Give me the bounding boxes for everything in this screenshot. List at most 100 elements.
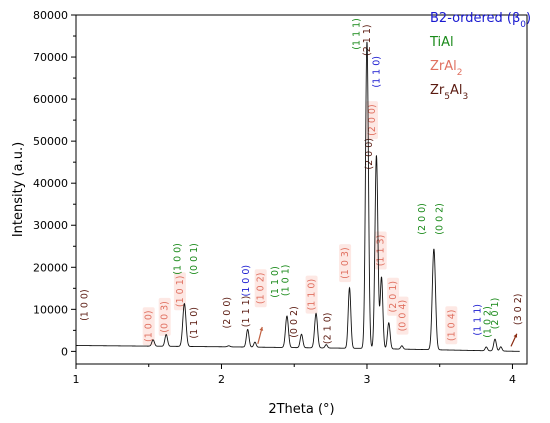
axes: 1 2 3 4 0 10000 20000 30000 40000 50000 60000 70000… [33, 9, 528, 386]
peak-label-group: (0 0 1) [189, 243, 200, 275]
peak-label-group: (2 0 1) [490, 298, 501, 330]
y-tick-label: 40000 [33, 177, 68, 190]
peak-label-group: (1 1 0) [305, 275, 318, 314]
peak-label-group: (0 0 4) [396, 296, 409, 335]
peak-label-group: (1 0 1) [173, 272, 186, 311]
x-axis-title: 2Theta (°) [268, 402, 334, 417]
arrow-302-head [513, 333, 518, 338]
peak-label-bg [396, 296, 409, 335]
peak-label: (3 0 2) [513, 294, 524, 326]
peak-label: (1 0 3) [340, 247, 351, 279]
peak-label: (1 1 0) [270, 266, 281, 298]
peak-label-group: (1 0 0) [142, 307, 155, 346]
peak-label: (2 0 1) [490, 298, 501, 330]
peak-labels: (1 0 0)(1 0 0) (0 0 3)(1 0 1)(1 0 0) (0 0 … [80, 18, 524, 346]
x-tick-label: 4 [509, 373, 516, 386]
legend-entry: TiAl [429, 35, 454, 50]
legend-mid: Al [450, 83, 463, 98]
xrd-pattern-line [76, 41, 520, 352]
legend-entry: ZrAl2 [430, 59, 463, 78]
peak-label-group: (2 0 1) [387, 277, 400, 316]
peak-label: (1 0 0) [241, 265, 252, 297]
y-tick-label: 60000 [33, 93, 68, 106]
peak-label: (1 1 3) [376, 235, 387, 267]
peak-label-bg [339, 244, 352, 283]
peak-label: (1 1 1) [472, 304, 483, 336]
peak-label: (0 0 3) [160, 301, 171, 333]
peak-label: (2 1 0) [323, 313, 334, 345]
y-tick-label: 0 [61, 345, 68, 358]
legend-label: Zr [430, 83, 445, 98]
peak-label: (2 0 0) [222, 297, 233, 329]
peak-label: (1 0 2) [483, 306, 494, 338]
legend-entry: B2-ordered (β0) [430, 11, 531, 30]
legend-label: TiAl [429, 35, 454, 50]
peak-label-group: (1 1 3) [374, 231, 387, 270]
plot-frame [75, 14, 528, 365]
y-tick-label: 30000 [33, 219, 68, 232]
legend-sub: 2 [457, 68, 463, 78]
peak-label: (2 0 0) [364, 138, 375, 170]
peak-label-bg [254, 269, 267, 308]
peak-label-bg [173, 272, 186, 311]
legend-sub: 5 [444, 92, 450, 102]
peak-label-group: (0 0 2) [435, 203, 446, 235]
peak-label: (1 1 0) [189, 307, 200, 339]
peak-label: (1 0 0) [80, 289, 91, 321]
peak-label-group: (0 0 3) [158, 297, 171, 336]
peak-label-group: (1 0 1) [280, 265, 291, 297]
peak-label-group: (1 0 0) [173, 243, 184, 275]
legend-suffix: ) [526, 11, 531, 26]
peak-label-group: (1 0 3) [339, 244, 352, 283]
peak-label: (1 0 4) [446, 310, 457, 342]
peak-label-group: (1 1 0) [371, 56, 382, 88]
arrow-102-head [259, 327, 264, 331]
peak-label: (1 0 2) [256, 273, 267, 305]
peak-label: (1 0 1) [175, 276, 186, 308]
y-tick-label: 80000 [33, 9, 68, 22]
peak-label-group: (2 0 0) [222, 297, 233, 329]
peak-label-group: (1 1 0) [189, 307, 200, 339]
peak-label: (1 1 0) [371, 56, 382, 88]
arrows [257, 326, 518, 347]
peak-label: (2 0 0) [367, 104, 378, 136]
peak-label: (2 1 1) [362, 24, 373, 56]
peak-label-group: (2 0 0) [364, 138, 375, 170]
peak-label-group: (1 1 1) [472, 304, 483, 336]
peak-label-bg [158, 297, 171, 336]
peak-label: (1 1 1) [241, 296, 252, 328]
peak-label: (1 0 0) [144, 310, 155, 342]
peak-label-group: (1 1 1) [352, 18, 363, 50]
peak-label-group: (1 0 4) [445, 306, 458, 345]
peak-label-group: (1 0 0) [241, 265, 252, 297]
peak-label-bg [387, 277, 400, 316]
peak-label-group: (1 1 0) [270, 266, 281, 298]
legend-sub: 0 [520, 20, 526, 30]
y-tick-label: 70000 [33, 51, 68, 64]
peak-label-group: (3 0 2) [513, 294, 524, 326]
peak-label-bg [142, 307, 155, 346]
peak-label-bg [366, 101, 378, 140]
legend-label: B2-ordered (β [430, 11, 520, 26]
peak-label-group: (1 1 1) [241, 296, 252, 328]
legend-sub: 3 [463, 92, 469, 102]
peak-label: (2 0 1) [388, 281, 399, 313]
peak-label: (1 1 0) [307, 279, 318, 311]
x-tick-label: 3 [363, 373, 370, 386]
peak-label: (0 0 4) [398, 300, 409, 332]
y-tick-label: 10000 [33, 303, 68, 316]
peak-label-group: (2 0 0) [366, 101, 378, 140]
peak-label-bg [445, 306, 458, 345]
peak-label-group: (0 0 2) [289, 306, 300, 338]
peak-label: (2 0 0) [417, 203, 428, 235]
y-tick-label: 20000 [33, 261, 68, 274]
peak-label-group: (2 1 1) [362, 24, 373, 56]
y-tick-label: 50000 [33, 135, 68, 148]
legend-entry: Zr5Al3 [430, 83, 468, 102]
peak-label-group: (1 0 2) [483, 306, 494, 338]
legend-label: ZrAl [430, 59, 457, 74]
x-tick-label: 1 [73, 373, 80, 386]
peak-label: (0 0 2) [289, 306, 300, 338]
peak-label: (1 1 1) [352, 18, 363, 50]
